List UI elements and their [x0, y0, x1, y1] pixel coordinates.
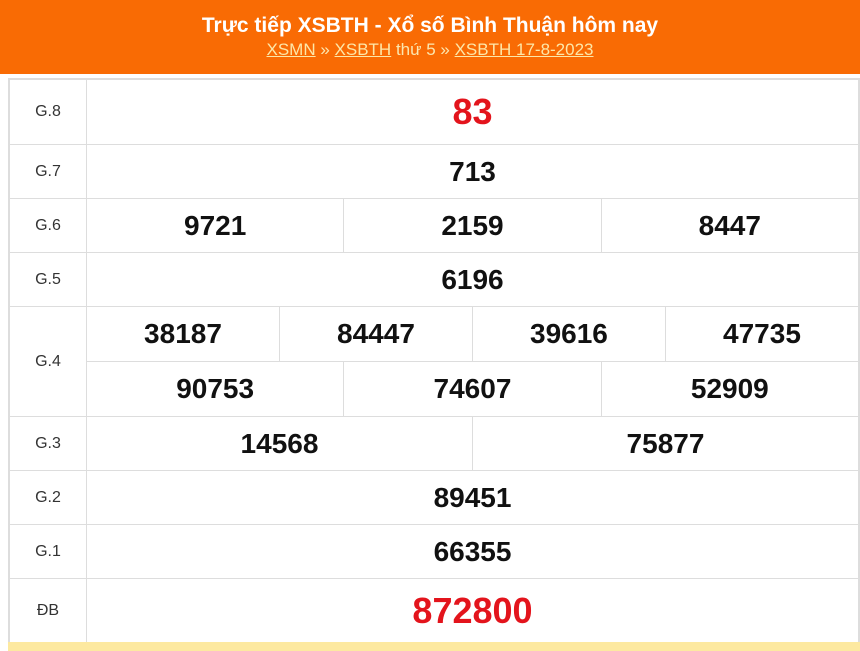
prize-number: 83 — [86, 79, 859, 145]
prize-number: 52909 — [600, 361, 860, 417]
prize-number: 14568 — [86, 416, 473, 471]
row-g3: G.3 14568 75877 — [9, 416, 860, 471]
prize-number: 75877 — [471, 416, 860, 471]
row-special: ĐB 872800 — [9, 578, 859, 643]
breadcrumb-xsmn[interactable]: XSMN — [266, 40, 316, 59]
prize-label: G.1 — [9, 524, 87, 579]
row-g8: G.8 83 — [9, 79, 859, 145]
prize-number: 8447 — [600, 198, 860, 253]
prize-number: 47735 — [664, 306, 860, 362]
prize-number: 38187 — [86, 306, 280, 362]
row-g1: G.1 66355 — [9, 524, 859, 579]
prize-label: G.3 — [9, 416, 87, 471]
prize-label: G.8 — [9, 79, 87, 145]
footer-strip — [8, 642, 860, 651]
prize-number: 713 — [86, 144, 859, 199]
prize-number: 9721 — [85, 198, 345, 253]
page-header: Trực tiếp XSBTH - Xổ số Bình Thuận hôm n… — [0, 0, 860, 74]
prize-number: 39616 — [471, 306, 666, 362]
prize-label: G.4 — [9, 306, 87, 417]
prize-label: G.6 — [9, 198, 87, 253]
prize-label: G.7 — [9, 144, 87, 199]
special-prize-number: 872800 — [86, 578, 859, 643]
row-g4: G.4 38187 84447 39616 47735 — [9, 306, 860, 417]
breadcrumb-xsbth[interactable]: XSBTH — [334, 40, 392, 59]
prize-label: ĐB — [9, 578, 87, 643]
breadcrumb-date[interactable]: XSBTH 17-8-2023 — [454, 40, 594, 59]
row-g2: G.2 89451 — [9, 470, 859, 525]
row-g5: G.5 6196 — [9, 252, 859, 307]
breadcrumb-sep: » — [315, 40, 335, 59]
prize-number: 89451 — [86, 470, 859, 525]
prize-number: 2159 — [343, 198, 602, 253]
row-g4b: 90753 74607 52909 — [10, 361, 860, 417]
row-g6: G.6 9721 2159 8447 — [9, 198, 860, 253]
breadcrumb-day: thứ 5 » — [391, 40, 455, 59]
prize-number: 90753 — [85, 361, 345, 417]
prize-label: G.5 — [9, 252, 87, 307]
prize-number: 6196 — [86, 252, 859, 307]
row-g7: G.7 713 — [9, 144, 859, 199]
page-title: Trực tiếp XSBTH - Xổ số Bình Thuận hôm n… — [201, 14, 659, 37]
prize-label: G.2 — [9, 470, 87, 525]
results-table: G.8 83 G.7 713 G.6 9721 2159 8447 G.5 6196 G.4… — [8, 78, 860, 644]
prize-number: 66355 — [86, 524, 859, 579]
breadcrumb: XSMN » XSBTH thứ 5 » XSBTH 17-8-2023 — [0, 39, 860, 61]
prize-number: 84447 — [278, 306, 473, 362]
prize-number: 74607 — [343, 361, 602, 417]
